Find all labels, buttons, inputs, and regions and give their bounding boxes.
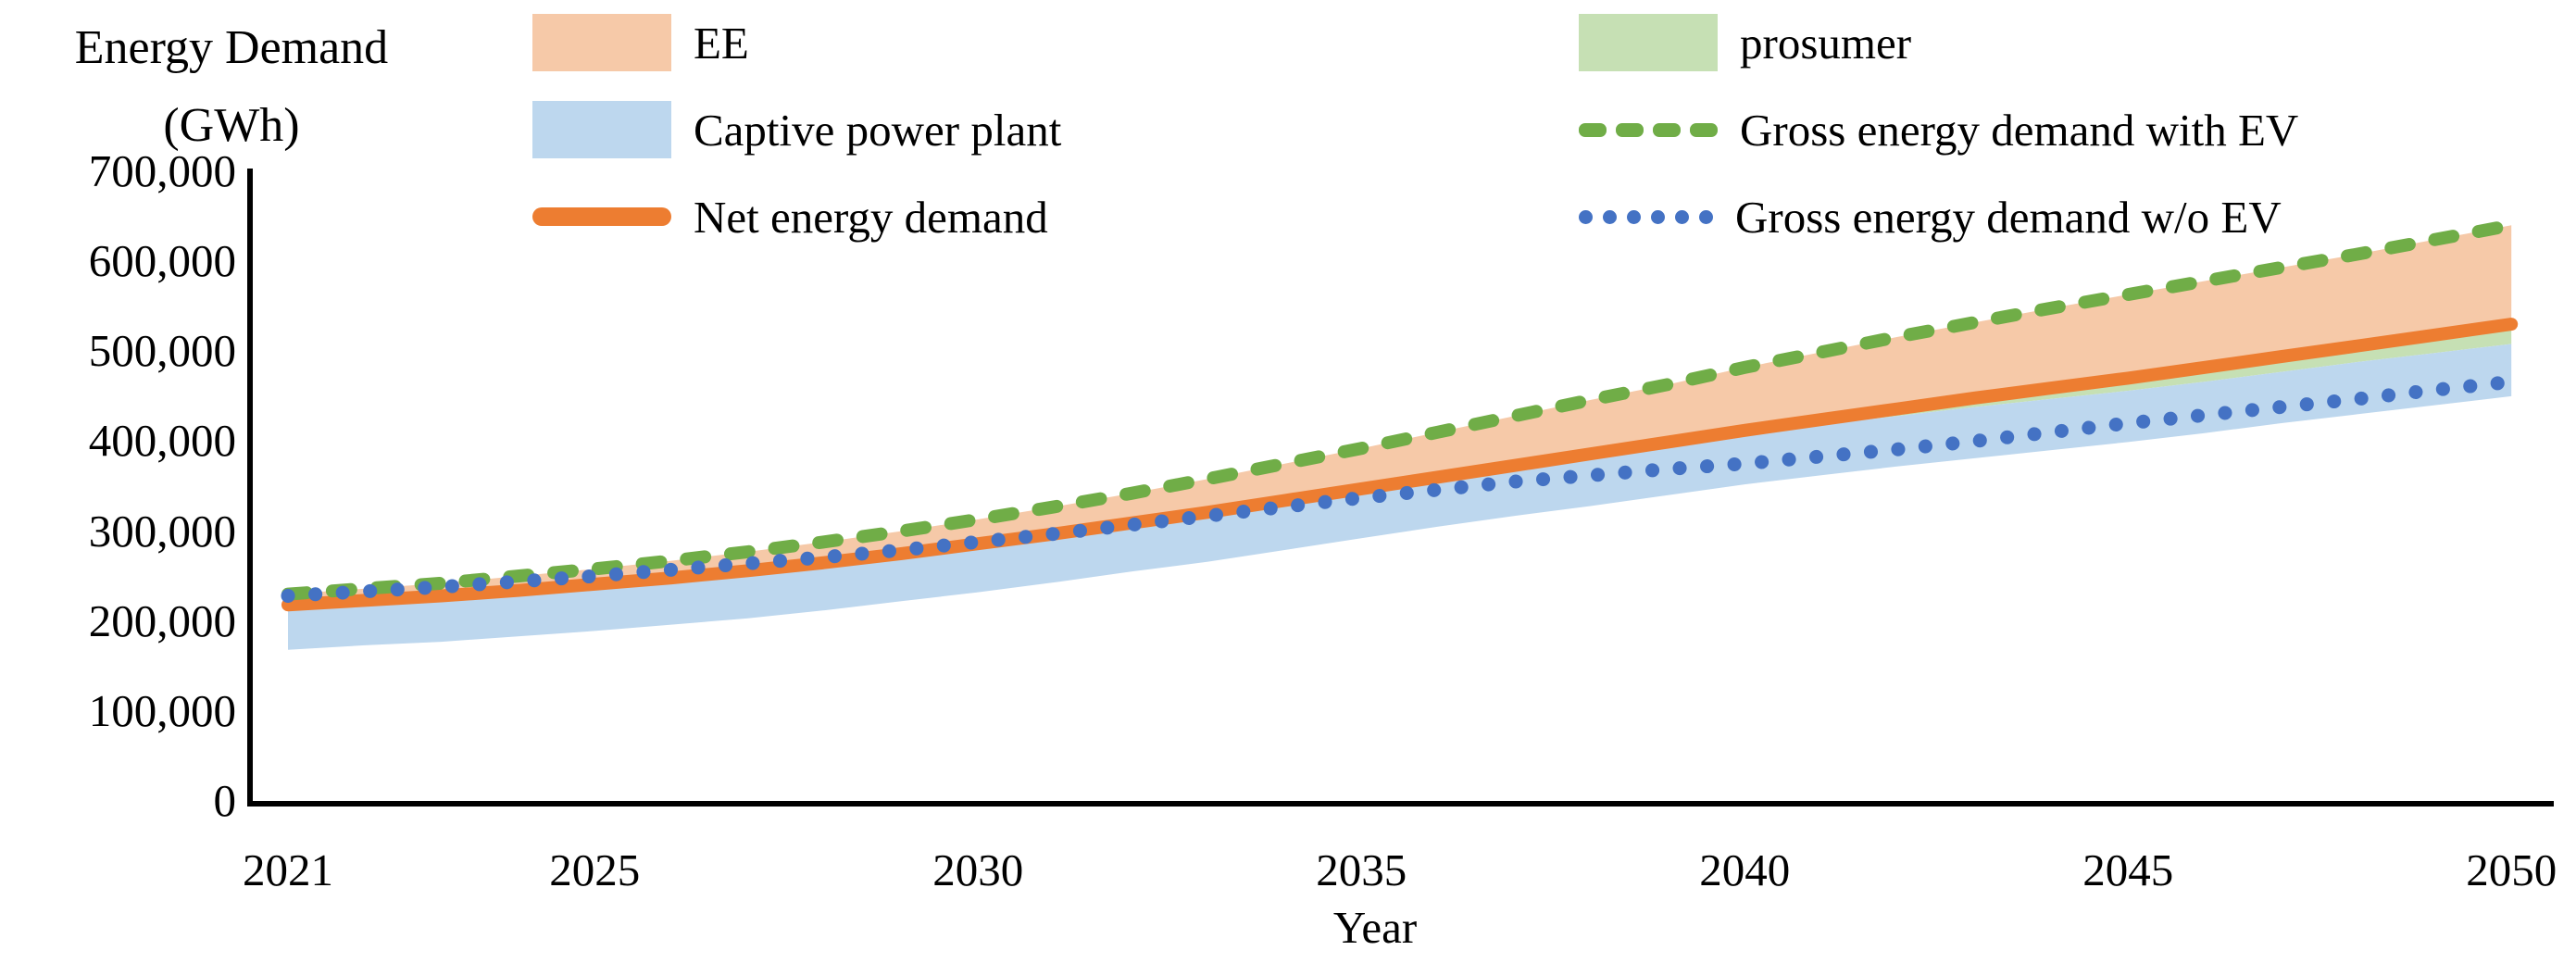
y-axis-title-line2: (GWh) <box>163 99 300 152</box>
legend-item-label: Gross energy demand with EV <box>1740 104 2299 156</box>
x-tick-label: 2021 <box>243 844 333 895</box>
legend-item-label: Net energy demand <box>694 191 1048 243</box>
y-tick-label: 700,000 <box>88 145 236 196</box>
area-legend-marker-icon <box>532 14 671 71</box>
dotted-line-legend-marker-icon <box>1579 209 1713 224</box>
y-tick-label: 600,000 <box>88 235 236 287</box>
x-tick-label: 2035 <box>1316 844 1407 895</box>
legend-item-label: EE <box>694 17 749 69</box>
legend-item-label: Captive power plant <box>694 104 1062 156</box>
net-energy-demand-line <box>281 318 2519 612</box>
y-axis-title-line1: Energy Demand <box>74 21 389 74</box>
x-tick-label: 2030 <box>932 844 1024 895</box>
area-legend-marker-icon <box>532 101 671 158</box>
legend-item-label: Gross energy demand w/o EV <box>1735 191 2282 243</box>
legend-item: Gross energy demand with EV <box>1579 100 2298 159</box>
y-tick-label: 300,000 <box>88 505 236 557</box>
captive-power-plant-area <box>288 344 2512 650</box>
legend-item: Gross energy demand w/o EV <box>1579 187 2282 246</box>
y-tick-label: 400,000 <box>88 415 236 467</box>
x-tick-label: 2040 <box>1699 844 1791 895</box>
legend-item: EE <box>532 13 749 72</box>
y-tick-label: 200,000 <box>88 594 236 646</box>
legend-item: prosumer <box>1579 13 1911 72</box>
legend-item: Net energy demand <box>532 187 1048 246</box>
legend-item: Captive power plant <box>532 100 1061 159</box>
x-tick-label: 2045 <box>2082 844 2174 895</box>
legend-item-label: prosumer <box>1740 17 1912 69</box>
y-tick-label: 500,000 <box>88 325 236 377</box>
gross-energy-demand-wo-ev-line <box>281 374 2519 603</box>
y-tick-label: 0 <box>213 775 237 826</box>
dashed-line-legend-marker-icon <box>1579 122 1718 137</box>
y-tick-label: 100,000 <box>88 684 236 736</box>
x-tick-label: 2025 <box>549 844 641 895</box>
y-axis-title: Energy Demand (GWh) <box>0 9 463 165</box>
x-tick-label: 2050 <box>2466 844 2557 895</box>
area-legend-marker-icon <box>1579 14 1718 71</box>
solid-line-legend-marker-icon <box>532 207 671 226</box>
x-axis-title: Year <box>1332 902 1418 953</box>
gross-energy-demand-with-ev-line <box>281 219 2519 601</box>
